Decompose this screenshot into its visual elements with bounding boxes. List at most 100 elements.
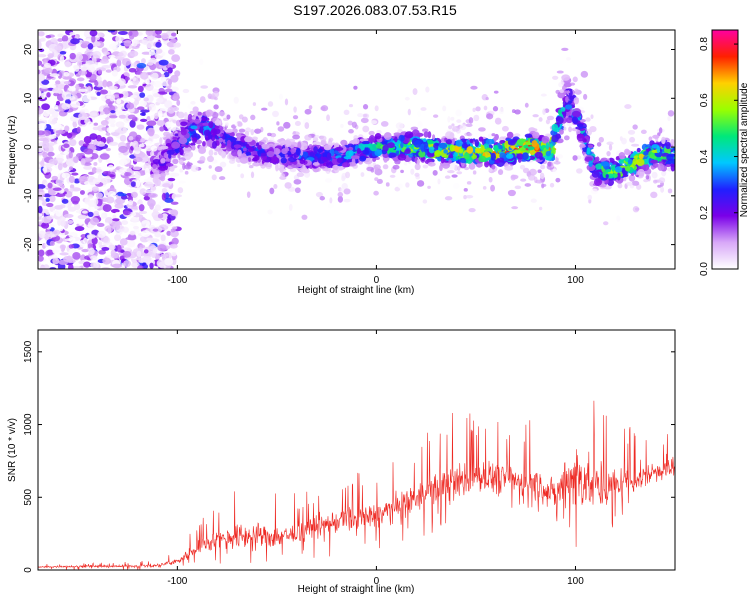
spectrogram-cell — [447, 116, 451, 123]
spectrogram-cell — [532, 132, 540, 139]
spectrogram-cell — [59, 244, 67, 250]
spectrogram-cell — [523, 144, 529, 149]
spectrogram-cell — [561, 47, 569, 52]
spectrogram-cell — [650, 159, 659, 164]
spectrogram-cell — [63, 255, 72, 262]
spectrogram-cell — [103, 189, 109, 196]
snr-series-line — [38, 400, 675, 570]
spectrogram-cell — [380, 121, 389, 127]
spectrogram-cell — [245, 151, 252, 157]
spectrogram-cell — [347, 120, 353, 126]
spectrogram-cell — [180, 121, 188, 127]
spectrogram-cell — [272, 148, 281, 155]
spectrogram-cell — [200, 85, 209, 89]
spectrogram-cell — [108, 244, 116, 251]
spectrogram-cell — [343, 109, 350, 116]
spectrogram-cell — [152, 247, 158, 254]
spectrogram-cell — [317, 148, 323, 153]
spectrogram-cell — [452, 182, 460, 189]
spectrogram-cell — [41, 103, 50, 111]
spectrogram-cell — [624, 104, 632, 110]
spectrogram-cell — [360, 172, 365, 177]
spectrogram-cell — [68, 237, 76, 243]
spectrogram-cell — [159, 145, 169, 150]
spectrogram-cell — [448, 159, 452, 164]
spectrogram-cell — [68, 263, 74, 269]
spectrogram-cell — [145, 145, 153, 152]
spectrogram-cell — [143, 181, 154, 188]
spectrogram-cell — [158, 176, 164, 180]
spectrogram-cell — [40, 160, 45, 167]
spectrogram-cell — [51, 110, 59, 118]
spectrogram-cell — [38, 48, 45, 53]
spectrogram-cell — [117, 110, 127, 115]
spectrogram-cell — [38, 249, 45, 257]
spectrogram-cell — [108, 85, 119, 90]
spectrogram-cell — [190, 125, 198, 130]
spectrogram-cell — [464, 144, 468, 148]
spectrogram-cell — [146, 120, 157, 127]
spectrogram-cell — [101, 214, 106, 220]
spectrogram-cell — [115, 121, 125, 128]
spectrogram-cell — [369, 143, 378, 152]
spectrogram-cell — [636, 147, 641, 153]
spectrogram-cell — [142, 133, 150, 141]
spectrogram-cell — [133, 225, 139, 230]
spectrogram-cell — [140, 109, 150, 113]
spectrogram-cell — [38, 137, 49, 142]
spectrogram-cell — [414, 163, 421, 171]
spectrogram-cell — [466, 181, 472, 185]
spectrogram-cell — [91, 186, 99, 192]
spectrogram-cell — [616, 215, 621, 222]
spectrogram-cell — [62, 162, 68, 168]
colorbar-tick-label: 0.2 — [699, 205, 710, 219]
y-axis-label: SNR (10 * v/v) — [7, 418, 18, 482]
spectrogram-cell — [545, 150, 551, 157]
spectrogram-cell — [224, 128, 234, 133]
spectrogram-cell — [263, 162, 272, 168]
spectrogram-cell — [143, 195, 150, 201]
spectrogram-cell — [151, 72, 159, 80]
spectrogram-cell — [161, 192, 166, 201]
spectrogram-cell — [361, 143, 371, 148]
spectrogram-cell — [91, 41, 101, 47]
spectrogram-cell — [39, 266, 47, 269]
spectrogram-cell — [267, 132, 272, 137]
colorbar-tick-label: 0.4 — [699, 149, 710, 163]
spectrogram-cell — [92, 126, 100, 131]
spectrogram-cell — [178, 159, 184, 165]
spectrogram-cell — [68, 175, 75, 184]
spectrogram-cell — [326, 161, 333, 169]
spectrogram-cell — [68, 244, 75, 249]
spectrogram-cell — [122, 187, 128, 194]
spectrogram-cell — [155, 34, 163, 39]
spectrogram-cell — [337, 192, 344, 198]
spectrogram-cell — [326, 152, 332, 161]
spectrogram-cell — [219, 161, 227, 168]
spectrogram-cell — [239, 157, 249, 164]
spectrogram-cell — [240, 173, 245, 179]
spectrogram-cell — [546, 115, 555, 121]
spectrogram-cell — [80, 109, 86, 114]
spectrogram-cell — [55, 129, 66, 135]
spectrogram-cell — [237, 163, 241, 168]
spectrogram-cell — [208, 149, 214, 157]
spectrogram-cell — [101, 127, 108, 131]
spectrogram-cell — [609, 119, 614, 123]
spectrogram-cell — [340, 123, 344, 128]
spectrogram-cell — [606, 150, 611, 157]
spectrogram-cell — [168, 153, 172, 159]
spectrogram-cell — [218, 111, 226, 116]
spectrogram-cell — [57, 38, 64, 42]
spectrogram-cell — [608, 144, 613, 151]
spectrogram-cell — [414, 139, 421, 148]
spectrogram-cell — [199, 96, 206, 103]
spectrogram-cell — [493, 144, 499, 151]
spectrogram-cell — [348, 150, 354, 157]
spectrogram-cell — [123, 157, 131, 164]
spectrogram-cell — [293, 179, 302, 185]
spectrogram-cell — [166, 230, 172, 236]
spectrogram-cell — [598, 136, 604, 143]
spectrogram-cell — [366, 166, 374, 172]
spectrogram-cell — [572, 155, 578, 161]
